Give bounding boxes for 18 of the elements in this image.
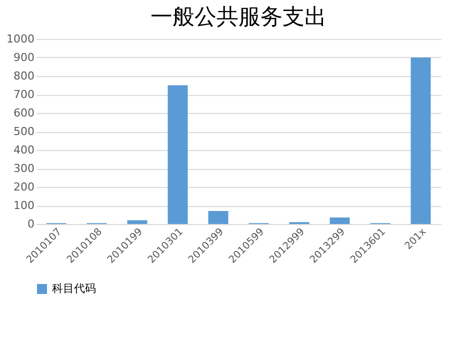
y-tick-label: 900 bbox=[14, 51, 34, 64]
y-tick-label: 600 bbox=[14, 106, 34, 120]
chart-title: 一般公共服务支出 bbox=[150, 5, 326, 30]
y-tick-label: 300 bbox=[14, 162, 34, 175]
y-tick-label: 1000 bbox=[6, 32, 34, 46]
y-tick-label: 800 bbox=[14, 70, 34, 82]
bar bbox=[127, 220, 148, 224]
y-tick-label: 100 bbox=[14, 199, 34, 212]
legend-label: 科目代码 bbox=[52, 282, 96, 295]
y-tick-label: 400 bbox=[14, 144, 34, 156]
y-tick-label: 200 bbox=[14, 180, 34, 194]
bar bbox=[208, 211, 228, 224]
bar bbox=[410, 58, 431, 224]
y-tick-label: 0 bbox=[28, 218, 34, 230]
bar bbox=[168, 85, 188, 224]
y-tick-label: 500 bbox=[14, 125, 34, 138]
y-tick-label: 700 bbox=[14, 88, 34, 101]
bar bbox=[330, 218, 350, 224]
